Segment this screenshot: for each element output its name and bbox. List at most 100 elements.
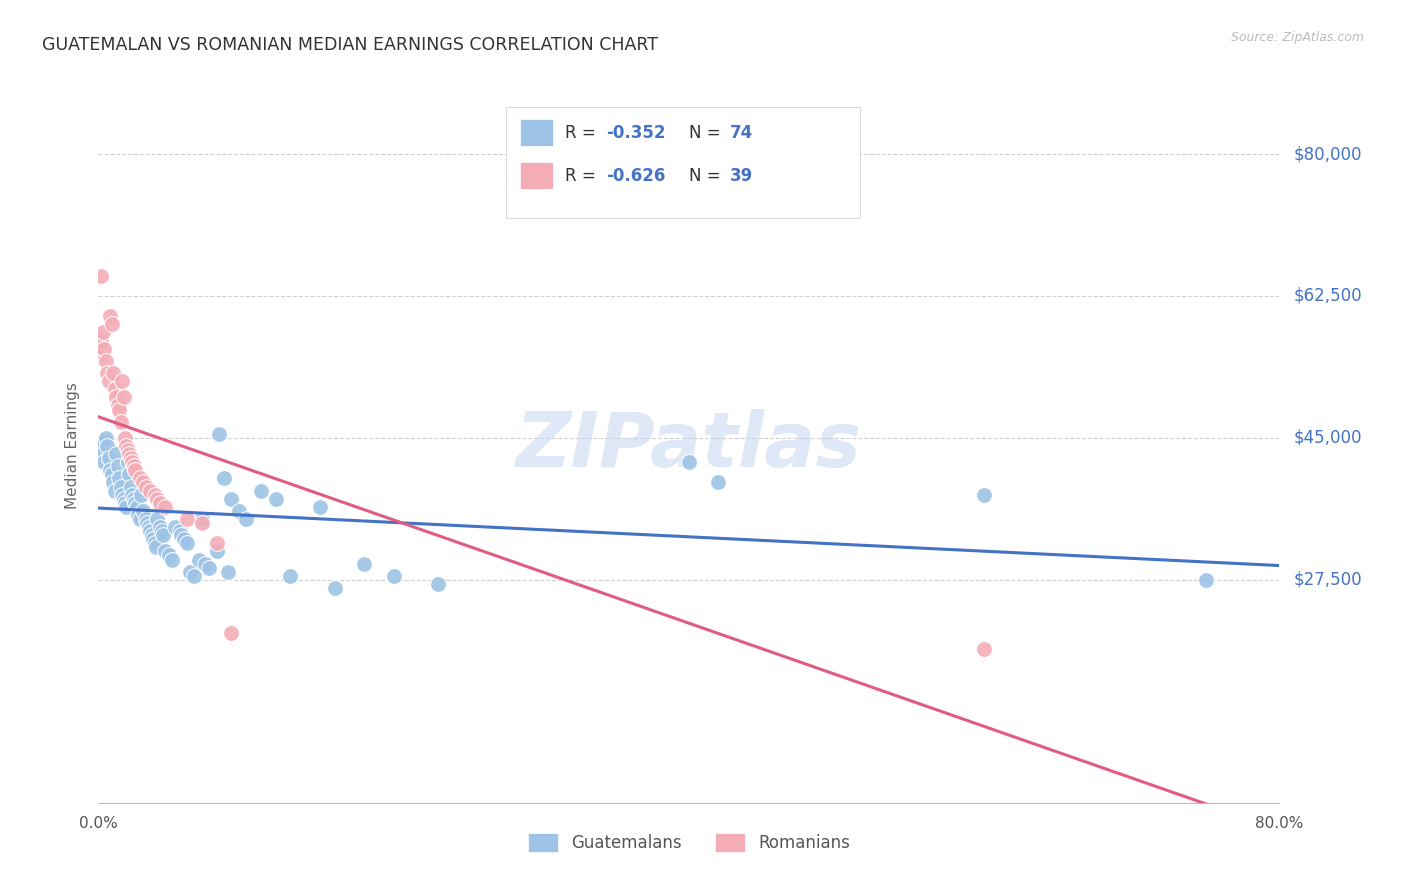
Point — [94, 354, 117, 368]
Point — [162, 552, 183, 566]
Point — [149, 496, 172, 510]
Point — [382, 568, 405, 582]
Text: GUATEMALAN VS ROMANIAN MEDIAN EARNINGS CORRELATION CHART: GUATEMALAN VS ROMANIAN MEDIAN EARNINGS C… — [42, 36, 658, 54]
Point — [125, 500, 148, 514]
Point — [143, 488, 166, 502]
Point — [145, 541, 167, 555]
Text: -0.626: -0.626 — [606, 167, 665, 185]
Point — [97, 374, 120, 388]
Point — [135, 512, 157, 526]
Point — [149, 520, 172, 534]
Point — [96, 366, 118, 380]
Point — [136, 516, 159, 530]
FancyBboxPatch shape — [520, 162, 553, 189]
Point — [111, 374, 134, 388]
Point — [280, 568, 302, 582]
Point — [128, 512, 150, 526]
Point — [89, 350, 111, 364]
Point — [103, 366, 125, 380]
Point — [427, 577, 450, 591]
Point — [153, 500, 176, 514]
Point — [115, 439, 138, 453]
Point — [105, 447, 128, 461]
Point — [100, 318, 122, 332]
Text: R =: R = — [565, 167, 600, 185]
Point — [129, 488, 152, 502]
Point — [973, 488, 995, 502]
Point — [173, 533, 195, 547]
Point — [107, 399, 129, 413]
Point — [183, 568, 205, 582]
Point — [132, 475, 155, 490]
Point — [97, 451, 120, 466]
Point — [191, 512, 214, 526]
Point — [142, 533, 165, 547]
Point — [122, 491, 145, 506]
Point — [120, 479, 142, 493]
Point — [91, 447, 114, 461]
Point — [117, 443, 139, 458]
Point — [235, 512, 257, 526]
Text: $80,000: $80,000 — [1294, 145, 1362, 163]
Point — [212, 471, 235, 485]
Text: -0.352: -0.352 — [606, 124, 666, 142]
Point — [110, 415, 132, 429]
Point — [108, 402, 131, 417]
Point — [122, 459, 145, 474]
Text: $62,500: $62,500 — [1294, 287, 1362, 305]
Point — [176, 536, 198, 550]
Point — [120, 451, 142, 466]
Point — [115, 500, 138, 514]
Point — [93, 342, 115, 356]
Point — [91, 326, 114, 340]
Point — [707, 475, 730, 490]
Point — [124, 496, 146, 510]
Point — [127, 508, 149, 522]
Point — [104, 382, 127, 396]
Text: ZIPatlas: ZIPatlas — [516, 409, 862, 483]
Point — [107, 459, 129, 474]
Point — [208, 426, 231, 441]
FancyBboxPatch shape — [520, 120, 553, 146]
Point — [105, 390, 128, 404]
Point — [170, 528, 193, 542]
Point — [205, 544, 228, 558]
Point — [118, 447, 141, 461]
Point — [104, 483, 127, 498]
Point — [103, 475, 125, 490]
Point — [187, 552, 209, 566]
Point — [135, 479, 157, 493]
Point — [143, 536, 166, 550]
Point — [264, 491, 287, 506]
Point — [153, 544, 176, 558]
Point — [141, 528, 163, 542]
Text: 74: 74 — [730, 124, 754, 142]
Point — [169, 524, 191, 538]
Point — [96, 439, 118, 453]
Point — [250, 483, 273, 498]
Point — [309, 500, 332, 514]
Point — [139, 524, 162, 538]
Point — [112, 390, 135, 404]
Y-axis label: Median Earnings: Median Earnings — [65, 383, 80, 509]
Point — [176, 512, 198, 526]
Point — [94, 431, 117, 445]
Point — [114, 431, 136, 445]
Point — [198, 560, 221, 574]
Point — [353, 557, 375, 571]
Text: Source: ZipAtlas.com: Source: ZipAtlas.com — [1230, 31, 1364, 45]
Point — [194, 557, 217, 571]
Point — [152, 528, 174, 542]
Point — [179, 565, 201, 579]
Point — [114, 496, 136, 510]
Point — [90, 434, 112, 449]
Point — [117, 455, 139, 469]
Point — [132, 504, 155, 518]
Point — [221, 491, 243, 506]
Point — [221, 625, 243, 640]
Point — [217, 565, 239, 579]
Point — [108, 471, 131, 485]
Point — [973, 641, 995, 656]
Text: $27,500: $27,500 — [1294, 571, 1362, 589]
FancyBboxPatch shape — [506, 107, 860, 218]
